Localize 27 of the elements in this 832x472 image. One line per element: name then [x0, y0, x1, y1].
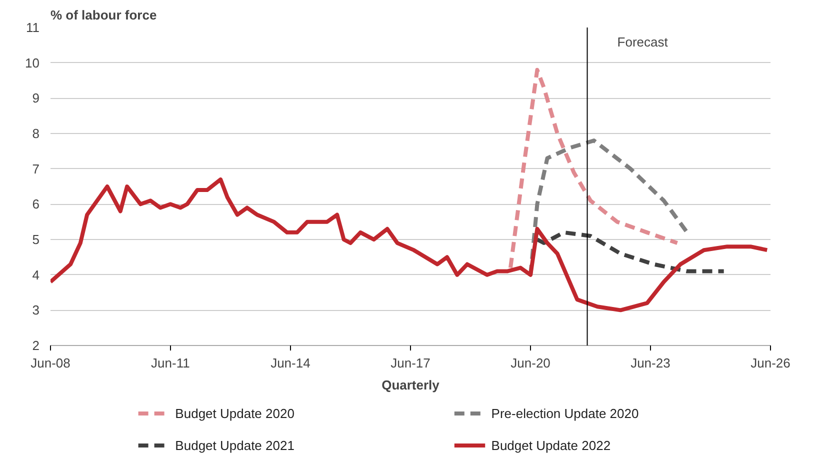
line-series — [535, 230, 726, 274]
y-tick-label: 11 — [26, 20, 40, 35]
y-tick-label: 9 — [32, 90, 40, 106]
ref-line-label: Forecast — [617, 34, 668, 50]
legend-label: Budget Update 2021 — [175, 438, 294, 453]
legend-label: Budget Update 2020 — [175, 406, 294, 421]
line-series — [508, 68, 680, 270]
x-tick-label: Jun-08 — [30, 356, 70, 370]
legend-label: Budget Update 2022 — [491, 438, 611, 453]
x-tick-label: Jun-11 — [151, 356, 190, 370]
legend-label: Pre-election Update 2020 — [491, 406, 639, 421]
y-tick-label: 4 — [32, 267, 40, 282]
y-tick-label: 3 — [32, 302, 40, 318]
y-axis-title: % of labour force — [50, 8, 157, 22]
y-tick-label: 10 — [25, 55, 40, 70]
x-tick-label: Jun-14 — [270, 356, 310, 370]
x-tick-label: Jun-20 — [510, 356, 550, 370]
line-series — [50, 177, 770, 312]
y-tick-label: 8 — [32, 126, 40, 141]
y-tick-label: 7 — [32, 161, 40, 176]
y-tick-label: 2 — [32, 338, 40, 353]
y-tick-label: 5 — [32, 232, 40, 247]
x-tick-label: Jun-23 — [630, 356, 670, 370]
x-tick-label: Jun-26 — [750, 356, 790, 370]
x-tick-label: Jun-17 — [390, 356, 430, 370]
x-axis-title: Quarterly — [382, 378, 440, 392]
y-tick-label: 6 — [32, 196, 40, 212]
